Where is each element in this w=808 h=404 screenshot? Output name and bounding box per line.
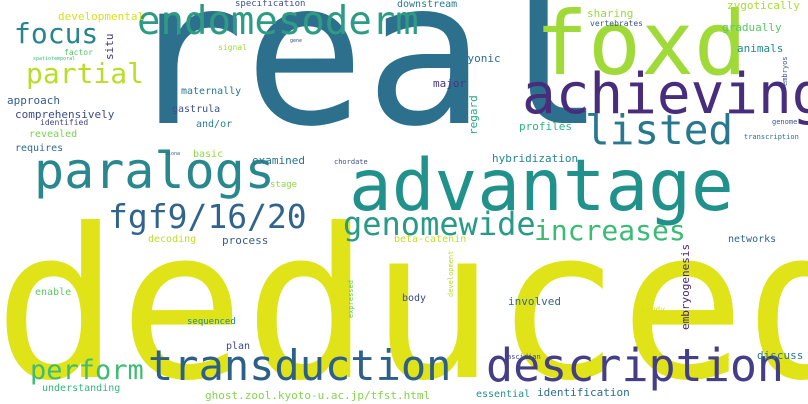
word-developmental: developmental (58, 10, 145, 23)
word-signal: signal (218, 43, 247, 52)
word-perform: perform (30, 355, 144, 386)
word-understanding: understanding (42, 383, 121, 394)
word-comprehensively: comprehensively (15, 108, 115, 121)
word-foxd: foxd (535, 0, 747, 95)
word-enable: enable (35, 287, 72, 298)
word-animals: animals (737, 42, 784, 55)
word-stage: stage (270, 180, 298, 190)
word-gene: gene (290, 38, 303, 44)
word-genome: genome (772, 118, 798, 126)
word-paralogs: paralogs (34, 142, 275, 200)
word-embryos: embryos (781, 56, 789, 86)
word-ascidian: ascidian (507, 353, 541, 361)
word-development: development (447, 250, 455, 297)
word-endomesoderm: endomesoderm (137, 0, 419, 44)
word-description: description (486, 339, 785, 392)
word-url: ghost.zool.kyoto-u.ac.jp/tfst.html (205, 389, 431, 402)
word-focus: focus (14, 17, 99, 50)
word-identification: identification (537, 386, 630, 399)
word-revealed: revealed (29, 129, 78, 140)
word-transduction: transduction (148, 341, 452, 390)
word-discuss: discuss (757, 349, 804, 362)
word-vertebrates: vertebrates (590, 19, 643, 28)
word-process: process (222, 234, 269, 247)
word-increases: increases (534, 214, 686, 247)
word-gastrula: gastrula (172, 104, 221, 115)
word-fgf9: fgf9/16/20 (108, 197, 307, 236)
word-maternally: maternally (181, 86, 242, 97)
word-downstream: downstream (397, 0, 458, 10)
word-achieving: achieving (522, 62, 808, 127)
word-ciona: ciona (165, 151, 181, 157)
word-real: real (124, 0, 606, 171)
word-identified: identified (40, 118, 89, 127)
word-profiles: profiles (519, 120, 572, 133)
word-beta-catenin: beta-catenin (394, 234, 467, 245)
word-requires: requires (15, 143, 64, 154)
word-regard: regard (467, 95, 480, 135)
word-embryonic: embryonic (441, 52, 501, 65)
word-major: major (433, 77, 467, 90)
word-spatiotemporal: spatiotemporal (33, 56, 76, 62)
word-expressed: expressed (347, 280, 355, 318)
word-zygotically: zygotically (727, 0, 800, 12)
word-networks: networks (728, 234, 777, 245)
word-basic: basic (193, 149, 224, 160)
word-examined: examined (252, 154, 305, 167)
word-transcription: transcription (744, 133, 799, 141)
word-advantage: advantage (349, 144, 734, 227)
word-body: body (402, 293, 427, 304)
word-sequenced: sequenced (187, 317, 236, 327)
word-specification: specification (235, 0, 306, 9)
word-study: study (641, 305, 666, 314)
word-decoding: decoding (148, 234, 197, 245)
word-chordate: chordate (334, 158, 368, 166)
word-embryogenesis: embryogenesis (679, 243, 692, 330)
word-and-or: and/or (196, 119, 233, 130)
word-partial: partial (26, 57, 145, 90)
word-situ: situ (103, 33, 116, 61)
word-gradually: gradually (722, 21, 782, 34)
word-plan: plan (226, 341, 251, 352)
word-factor: factor (64, 48, 93, 57)
word-hybridization: hybridization (492, 152, 579, 165)
word-essential: essential (476, 389, 531, 400)
word-sharing: sharing (587, 7, 634, 20)
word-involved: involved (508, 295, 561, 308)
word-genomewide: genomewide (343, 205, 536, 243)
word-approach: approach (7, 94, 60, 107)
word-listed: listed (585, 106, 734, 154)
word-deduced: deduced (0, 185, 808, 404)
